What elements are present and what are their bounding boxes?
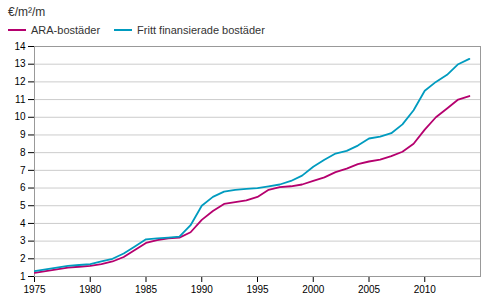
svg-text:12: 12 <box>14 76 26 87</box>
svg-text:5: 5 <box>20 200 26 211</box>
svg-text:2: 2 <box>20 253 26 264</box>
svg-text:13: 13 <box>14 58 26 69</box>
svg-text:8: 8 <box>20 147 26 158</box>
svg-text:9: 9 <box>20 129 26 140</box>
svg-text:2000: 2000 <box>302 284 325 295</box>
html-text:Fritt finansierade bostäder: Fritt finansierade bostäder <box>137 24 265 36</box>
svg-text:14: 14 <box>14 41 26 52</box>
svg-text:3: 3 <box>20 235 26 246</box>
svg-text:1995: 1995 <box>246 284 269 295</box>
svg-text:7: 7 <box>20 165 26 176</box>
svg-text:1985: 1985 <box>135 284 158 295</box>
svg-text:6: 6 <box>20 182 26 193</box>
svg-text:11: 11 <box>15 94 26 105</box>
svg-text:4: 4 <box>20 218 26 229</box>
svg-text:2005: 2005 <box>358 284 381 295</box>
html-text:ARA-bostäder: ARA-bostäder <box>31 24 101 36</box>
svg-text:10: 10 <box>14 111 26 122</box>
svg-text:2010: 2010 <box>414 284 437 295</box>
svg-text:1980: 1980 <box>79 284 102 295</box>
svg-text:1975: 1975 <box>23 284 46 295</box>
svg-text:1: 1 <box>20 271 26 282</box>
svg-text:1990: 1990 <box>191 284 214 295</box>
html-text:€/m²/m: €/m²/m <box>8 5 46 19</box>
